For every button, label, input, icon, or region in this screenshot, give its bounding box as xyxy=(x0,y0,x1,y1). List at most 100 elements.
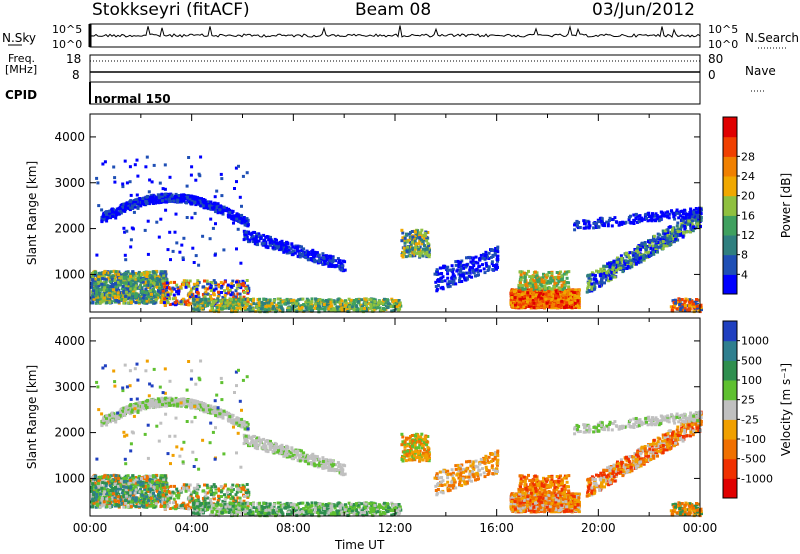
range-time-cell xyxy=(355,305,359,309)
range-time-cell xyxy=(134,295,138,299)
range-time-cell xyxy=(522,293,526,297)
range-time-cell xyxy=(560,274,564,278)
range-time-cell xyxy=(220,177,224,181)
range-time-cell xyxy=(121,285,125,288)
range-time-cell xyxy=(183,283,187,287)
range-time-cell xyxy=(422,247,425,251)
range-time-cell xyxy=(196,300,199,304)
range-time-cell xyxy=(316,300,320,304)
range-time-cell xyxy=(183,302,187,306)
range-time-cell xyxy=(456,259,460,263)
range-time-cell xyxy=(337,300,341,304)
range-time-cell xyxy=(452,280,455,284)
range-time-cell xyxy=(212,288,216,292)
range-time-cell xyxy=(140,286,144,290)
range-time-cell xyxy=(428,253,431,256)
range-time-cell xyxy=(142,301,146,305)
range-time-cell xyxy=(519,275,523,279)
range-time-cell xyxy=(113,275,117,279)
range-time-cell xyxy=(572,305,576,308)
range-time-cell xyxy=(162,274,166,278)
range-time-cell xyxy=(95,291,99,295)
range-time-cell xyxy=(240,204,243,208)
range-time-cell xyxy=(531,296,535,299)
range-time-cell xyxy=(224,292,228,296)
range-time-cell xyxy=(127,301,130,305)
range-time-cell xyxy=(252,302,256,306)
range-time-cell xyxy=(409,242,413,246)
range-time-cell xyxy=(158,181,162,185)
range-time-cell xyxy=(545,281,549,285)
range-time-cell xyxy=(400,228,404,232)
range-time-cell xyxy=(550,287,554,291)
range-time-cell xyxy=(159,217,163,221)
range-time-cell xyxy=(550,272,554,275)
range-time-cell xyxy=(257,239,261,243)
range-time-cell xyxy=(190,293,194,297)
range-time-cell xyxy=(119,283,123,287)
range-time-cell xyxy=(122,287,126,291)
range-time-cell xyxy=(408,235,412,239)
range-time-cell xyxy=(334,264,338,267)
range-time-cell xyxy=(176,200,180,204)
range-time-cell xyxy=(231,300,235,304)
range-time-cell xyxy=(160,194,164,198)
range-time-cell xyxy=(418,232,422,236)
range-time-cell xyxy=(132,282,135,286)
range-time-cell xyxy=(262,298,266,302)
range-time-cell xyxy=(335,307,339,311)
range-time-cell xyxy=(106,271,110,275)
range-time-cell xyxy=(220,210,224,214)
range-time-cell xyxy=(527,288,531,292)
range-time-cell xyxy=(159,295,163,299)
range-time-cell xyxy=(495,267,498,271)
range-time-cell xyxy=(105,219,109,223)
range-time-cell xyxy=(182,279,186,283)
range-time-cell xyxy=(117,212,121,216)
range-time-cell xyxy=(414,242,418,246)
range-time-cell xyxy=(181,256,185,260)
range-time-cell xyxy=(148,270,152,274)
range-time-cell xyxy=(496,254,500,258)
range-time-cell xyxy=(149,283,153,287)
range-time-cell xyxy=(155,276,159,280)
range-time-cell xyxy=(124,284,128,288)
range-time-cell xyxy=(435,269,439,273)
range-time-cell xyxy=(208,204,211,208)
range-time-cell xyxy=(397,308,401,312)
range-time-cell xyxy=(462,263,466,267)
range-time-cell xyxy=(181,196,185,200)
range-time-cell xyxy=(352,300,356,304)
range-time-cell xyxy=(243,308,247,312)
range-time-cell xyxy=(116,293,120,297)
range-time-cell xyxy=(410,254,414,258)
range-time-cell xyxy=(155,196,159,200)
range-time-cell xyxy=(151,294,155,298)
range-time-cell xyxy=(333,309,337,313)
range-time-cell xyxy=(357,301,360,305)
range-time-cell xyxy=(96,298,100,301)
range-time-cell xyxy=(496,247,500,251)
range-time-cell xyxy=(134,284,138,288)
range-time-cell xyxy=(175,290,179,294)
range-time-cell xyxy=(213,195,217,199)
range-time-cell xyxy=(163,303,167,307)
range-time-cell xyxy=(146,285,150,289)
range-time-cell xyxy=(261,303,265,307)
range-time-cell xyxy=(471,258,475,262)
range-time-cell xyxy=(168,297,172,301)
range-time-cell xyxy=(449,280,453,284)
range-time-cell xyxy=(166,293,170,297)
range-time-cell xyxy=(191,307,195,311)
range-time-cell xyxy=(216,202,220,206)
range-time-cell xyxy=(151,291,155,295)
range-time-cell xyxy=(170,289,174,293)
range-time-cell xyxy=(554,304,558,308)
range-time-cell xyxy=(106,273,110,277)
range-time-cell xyxy=(535,287,539,291)
range-time-cell xyxy=(153,301,157,305)
range-time-cell xyxy=(348,305,352,309)
range-time-cell xyxy=(151,195,155,199)
range-time-cell xyxy=(119,275,123,279)
range-time-cell xyxy=(125,276,129,280)
